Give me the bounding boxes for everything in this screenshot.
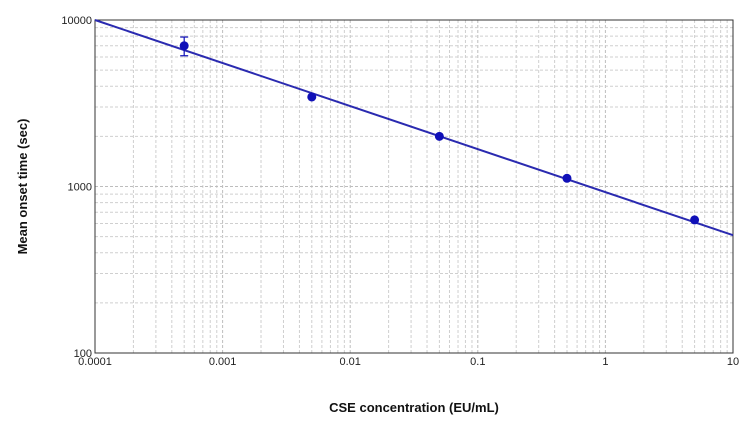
x-tick-label: 0.01 [339,356,360,368]
x-tick-label: 10 [727,356,739,368]
y-tick-label: 100 [74,348,92,360]
x-tick-label: 1 [602,356,608,368]
grid-lines [94,20,733,354]
fit-line [94,19,734,237]
x-tick-label: 0.0001 [78,356,112,368]
x-tick-label: 0.1 [470,356,485,368]
data-point [179,41,189,51]
y-tick-label: 1000 [68,182,92,194]
y-tick-label: 10000 [61,15,92,27]
data-point [307,92,317,102]
tick-labels: 0.0001 0.001 0.01 0.1 1 10 100 1000 10000 [61,15,739,368]
x-axis-label: CSE concentration (EU/mL) [329,400,499,415]
y-axis-label: Mean onset time (sec) [15,119,30,255]
fit-line-layer [94,19,734,237]
data-point [690,215,700,225]
data-point [562,173,572,183]
data-point [434,131,444,141]
plot-frame [94,19,734,354]
data-points-layer [179,36,700,225]
x-tick-label: 0.001 [209,356,237,368]
